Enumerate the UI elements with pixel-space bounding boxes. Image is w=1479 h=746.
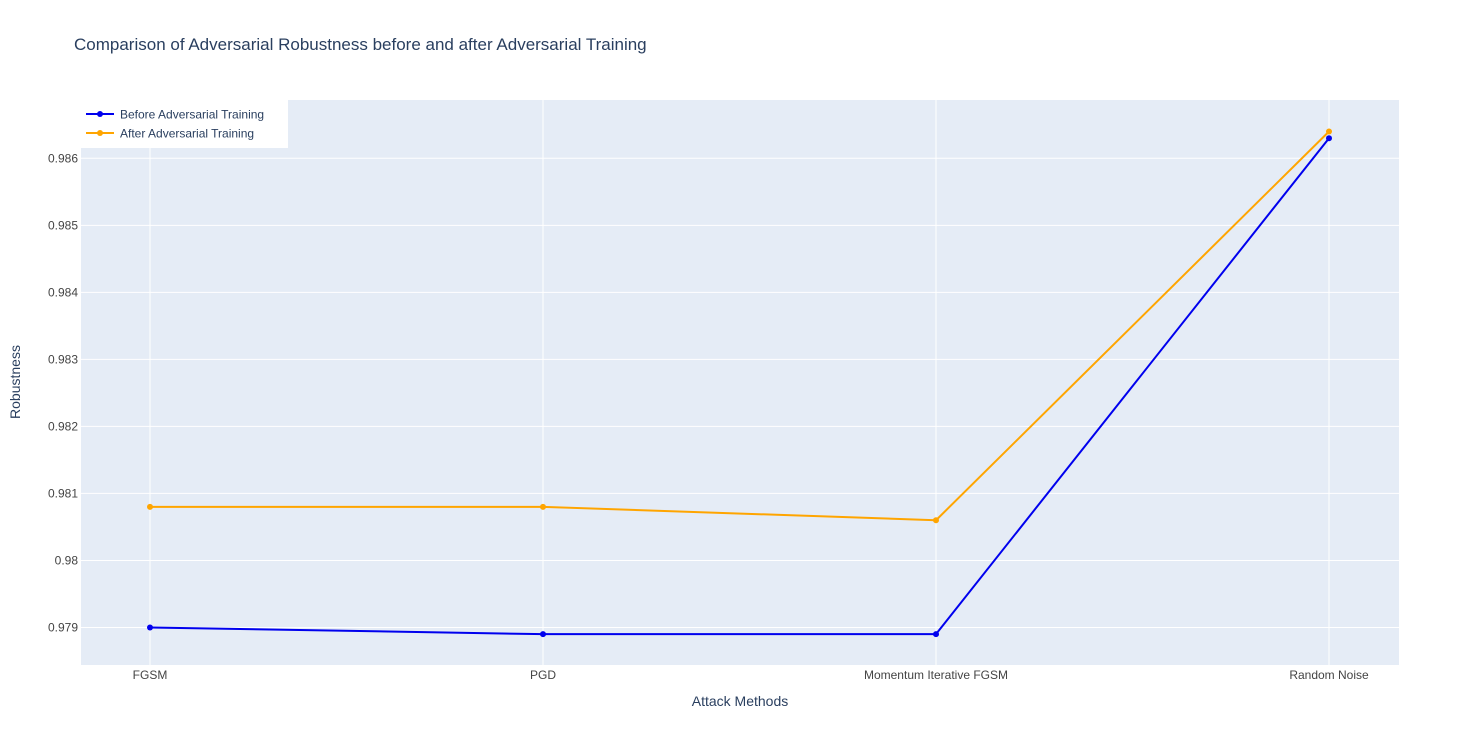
- x-tick-label: Momentum Iterative FGSM: [864, 668, 1008, 682]
- x-tick-labels: FGSM PGD Momentum Iterative FGSM Random Noi…: [133, 668, 1369, 682]
- legend-marker-after: [97, 130, 103, 136]
- legend-item-after[interactable]: After Adversarial Training: [86, 127, 254, 141]
- data-point-before: [1326, 135, 1332, 142]
- plot-background: [81, 100, 1399, 665]
- x-axis-title: Attack Methods: [692, 693, 789, 709]
- y-tick-labels: 0.979 0.98 0.981 0.982 0.983 0.984 0.985 0.986: [48, 151, 78, 634]
- legend-label-before: Before Adversarial Training: [120, 108, 264, 122]
- legend: Before Adversarial Training After Advers…: [81, 100, 288, 148]
- legend-label-after: After Adversarial Training: [120, 127, 254, 141]
- y-tick-label: 0.986: [48, 151, 78, 165]
- y-tick-label: 0.983: [48, 352, 78, 366]
- x-tick-label: Random Noise: [1289, 668, 1369, 682]
- series-line-after: [150, 130, 1330, 522]
- data-point-before: [147, 624, 153, 631]
- data-point-before: [540, 631, 546, 638]
- y-tick-label: 0.979: [48, 620, 78, 634]
- series-layer: [147, 128, 1332, 638]
- y-gridlines: [81, 157, 1399, 628]
- x-gridlines: [149, 100, 1330, 665]
- legend-item-before[interactable]: Before Adversarial Training: [86, 108, 264, 122]
- data-point-after: [147, 503, 153, 510]
- y-tick-label: 0.982: [48, 419, 78, 433]
- x-tick-label: FGSM: [133, 668, 168, 682]
- data-point-before: [933, 631, 939, 638]
- data-point-after: [540, 503, 546, 510]
- y-tick-label: 0.985: [48, 218, 78, 232]
- data-point-after: [1326, 128, 1332, 135]
- y-tick-label: 0.984: [48, 285, 78, 299]
- data-point-after: [933, 517, 939, 524]
- chart-title: Comparison of Adversarial Robustness bef…: [74, 35, 647, 54]
- legend-marker-before: [97, 111, 103, 117]
- y-axis-title: Robustness: [7, 345, 23, 419]
- x-tick-label: PGD: [530, 668, 556, 682]
- legend-background: [81, 100, 288, 148]
- y-tick-label: 0.98: [55, 553, 79, 567]
- series-line-before: [149, 137, 1330, 636]
- y-tick-label: 0.981: [48, 486, 78, 500]
